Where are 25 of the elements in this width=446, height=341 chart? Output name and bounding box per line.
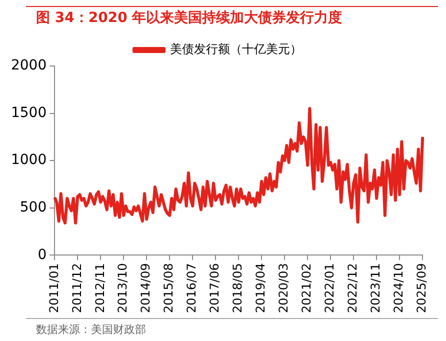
source-note: 数据来源：美国财政部 <box>36 322 146 337</box>
x-tick-label: 2013/10 <box>116 263 130 314</box>
x-tick-label: 2021/02 <box>300 263 314 314</box>
x-tick-label: 2022/01 <box>322 263 337 314</box>
chart-title: 图 34：2020 年以来美国持续加大债券发行力度 <box>36 9 342 27</box>
y-tick-label: 1500 <box>10 104 47 121</box>
y-tick-label: 1000 <box>10 152 47 168</box>
x-tick-label: 2011/01 <box>46 263 61 314</box>
x-tick-label: 2023/11 <box>368 263 383 314</box>
x-tick-label: 2020/03 <box>276 263 291 314</box>
x-tick-label: 2022/12 <box>346 263 360 314</box>
y-tick-label: 500 <box>20 200 47 216</box>
x-tick-label: 2025/09 <box>414 263 429 314</box>
x-tick-label: 2024/10 <box>392 263 406 314</box>
y-tick-label: 2000 <box>10 58 47 74</box>
x-tick-label: 2017/06 <box>208 263 222 314</box>
x-tick-label: 2019/04 <box>254 263 268 314</box>
y-tick-label: 0 <box>38 246 47 263</box>
x-tick-label: 2011/12 <box>70 263 84 314</box>
x-tick-label: 2018/05 <box>230 263 245 314</box>
x-tick-label: 2016/07 <box>184 263 199 314</box>
x-tick-label: 2015/08 <box>162 263 176 314</box>
x-tick-label: 2014/09 <box>138 263 153 314</box>
legend-label: 美债发行额（十亿美元） <box>170 42 302 56</box>
x-tick-label: 2012/11 <box>92 263 107 314</box>
